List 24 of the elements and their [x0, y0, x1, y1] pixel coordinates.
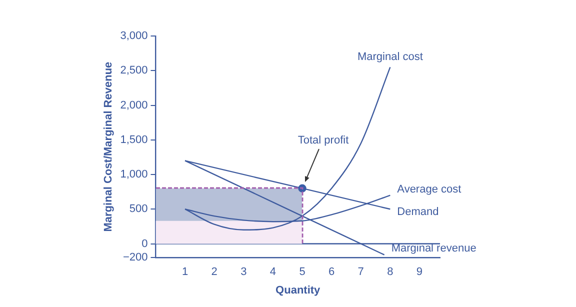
series-label: Marginal cost: [357, 51, 423, 64]
x-tick-label: 8: [387, 266, 394, 278]
x-tick-label: 9: [416, 266, 423, 278]
x-tick-label: 4: [270, 266, 276, 278]
series-label: Average cost: [397, 183, 462, 196]
y-tick-label: 500: [129, 203, 148, 216]
y-tick-label: 2,000: [120, 99, 148, 112]
x-tick-label: 7: [358, 266, 364, 278]
y-tick-label: −200: [122, 252, 148, 264]
series-label: Demand: [397, 206, 439, 218]
annotation: Total profit: [298, 134, 349, 146]
y-axis-title: Marginal Cost/Marginal Revenue: [102, 62, 115, 232]
x-tick-label: 5: [299, 266, 306, 278]
x-tick-label: 6: [328, 266, 335, 278]
y-tick-label: 2,500: [120, 64, 148, 77]
series-label: Marginal revenue: [391, 242, 476, 255]
y-tick-label: 3,000: [120, 30, 148, 42]
x-axis-title: Quantity: [276, 284, 322, 296]
x-tick-label: 3: [240, 266, 247, 278]
y-tick-label: 1,000: [120, 168, 148, 181]
x-tick-label: 2: [211, 266, 218, 278]
x-tick-label: 1: [182, 266, 188, 278]
y-tick-label: 1,500: [120, 134, 148, 146]
y-tick-label: 0: [142, 238, 148, 250]
